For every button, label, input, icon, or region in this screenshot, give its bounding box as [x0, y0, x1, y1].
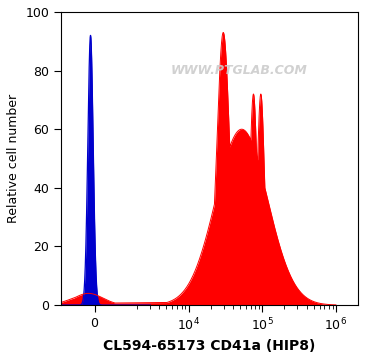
Y-axis label: Relative cell number: Relative cell number: [7, 94, 20, 223]
X-axis label: CL594-65173 CD41a (HIP8): CL594-65173 CD41a (HIP8): [103, 339, 316, 353]
Text: WWW.PTGLAB.COM: WWW.PTGLAB.COM: [171, 64, 308, 77]
